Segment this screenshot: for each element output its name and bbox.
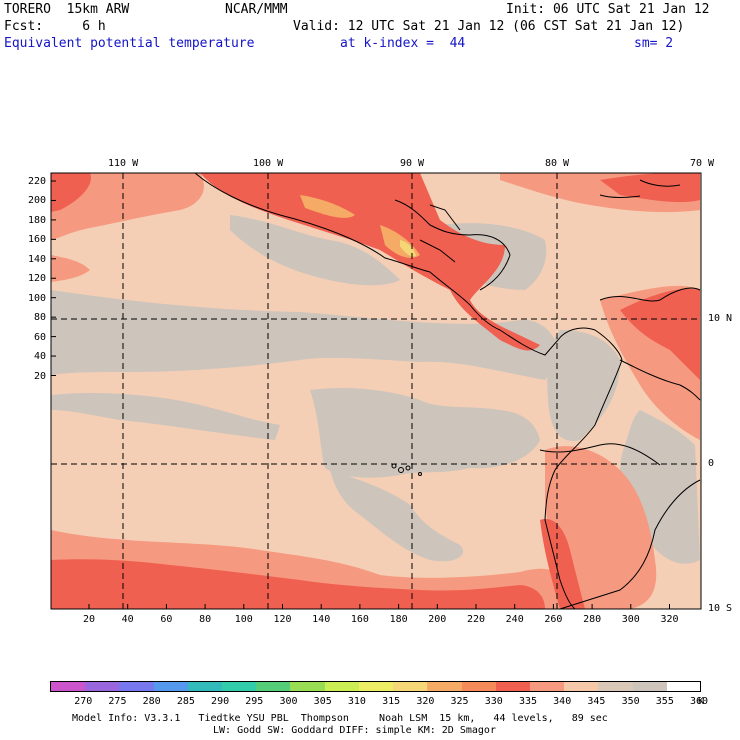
- colorbar-label: 275: [108, 696, 127, 707]
- y-tick-label: 40: [33, 351, 46, 363]
- y-tick-label: 20: [33, 370, 46, 382]
- colorbar-swatch: [564, 682, 599, 692]
- colorbar-swatch: [222, 682, 257, 692]
- latlon-grid: [51, 173, 701, 609]
- colorbar-swatch: [153, 682, 189, 692]
- colorbar-label: 335: [518, 696, 537, 707]
- y-tick-label: 60: [33, 331, 46, 343]
- y-tick-label: 120: [27, 273, 46, 285]
- map-frame: [50, 172, 702, 610]
- colorbar-label: 345: [587, 696, 606, 707]
- colorbar-swatch: [461, 682, 497, 692]
- y-tick-label: 160: [27, 234, 46, 246]
- lon-label-80w: 80 W: [545, 158, 570, 169]
- colorbar-swatch: [85, 682, 120, 692]
- colorbar-label: 355: [655, 696, 674, 707]
- colorbar-label: 360: [690, 696, 709, 707]
- lat-label-10n: 10 N: [708, 313, 733, 324]
- smoothing-info: sm= 2: [634, 36, 674, 51]
- model-title: TORERO 15km ARW: [4, 2, 130, 17]
- x-tick-label: 140: [312, 614, 331, 625]
- lon-label-110w: 110 W: [108, 158, 139, 169]
- valid-time: Valid: 12 UTC Sat 21 Jan 12 (06 CST Sat …: [293, 19, 685, 34]
- x-tick-label: 200: [428, 614, 447, 625]
- y-tick-label: 220: [27, 176, 46, 187]
- colorbar-label: 310: [347, 696, 366, 707]
- forecast-hour: Fcst: 6 h: [4, 19, 106, 34]
- lon-label-70w: 70 W: [690, 158, 715, 169]
- x-tick-label: 220: [466, 614, 486, 625]
- colorbar-label: 295: [245, 696, 264, 707]
- x-tick-label: 160: [350, 614, 369, 625]
- colorbar-label: 305: [313, 696, 332, 707]
- colorbar-swatch: [51, 682, 86, 692]
- x-tick-label: 80: [199, 614, 212, 625]
- colorbar-label: 300: [279, 696, 298, 707]
- colorbar-label: 340: [553, 696, 572, 707]
- colorbar-unit: K: [698, 696, 705, 707]
- colorbar-swatch: [495, 682, 531, 692]
- colorbar-label: 280: [142, 696, 161, 707]
- colorbar-label: 270: [74, 696, 93, 707]
- x-tick-label: 300: [621, 614, 640, 625]
- colorbar-swatch: [119, 682, 155, 692]
- colorbar-label: 325: [450, 696, 469, 707]
- init-time: Init: 06 UTC Sat 21 Jan 12: [506, 2, 710, 17]
- physics-info: LW: Godd SW: Goddard DIFF: simple KM: 2D…: [213, 725, 496, 736]
- x-tick-label: 60: [160, 614, 173, 625]
- colorbar-label: 290: [211, 696, 230, 707]
- x-tick-label: 100: [234, 614, 253, 625]
- x-tick-label: 320: [660, 614, 679, 625]
- colorbar-label: 320: [416, 696, 435, 707]
- coastlines: [194, 172, 701, 610]
- colorbar-label: 330: [484, 696, 503, 707]
- colorbar-swatch: [324, 682, 360, 692]
- colorbar-swatch: [632, 682, 668, 692]
- colorbar-swatch: [666, 682, 702, 692]
- map-field: [51, 173, 701, 609]
- x-tick-label: 120: [273, 614, 292, 625]
- y-tick-label: 80: [33, 312, 46, 324]
- x-tick-label: 260: [544, 614, 563, 625]
- colorbar-swatch: [187, 682, 223, 692]
- field-name: Equivalent potential temperature: [4, 36, 255, 51]
- x-tick-label: 280: [583, 614, 602, 625]
- galapagos-islands: [391, 463, 422, 476]
- lon-label-90w: 90 W: [400, 158, 425, 169]
- y-tick-label: 140: [27, 253, 46, 265]
- colorbar-label: 285: [176, 696, 195, 707]
- colorbar-swatch: [256, 682, 291, 692]
- y-tick-label: 180: [27, 214, 46, 226]
- y-tick-label: 200: [27, 195, 46, 207]
- colorbar-swatch: [358, 682, 394, 692]
- x-tick-marks: [88, 604, 670, 609]
- lat-label-10s: 10 S: [708, 603, 733, 614]
- lat-label-0: 0: [708, 458, 715, 469]
- colorbar-swatch: [598, 682, 634, 692]
- colorbar-label: 315: [382, 696, 401, 707]
- y-tick-marks: [51, 180, 56, 376]
- colorbar-swatch: [427, 682, 463, 692]
- x-tick-label: 180: [389, 614, 408, 625]
- center-label: NCAR/MMM: [225, 2, 288, 17]
- level-info: at k-index = 44: [340, 36, 466, 51]
- colorbar-swatch: [529, 682, 565, 692]
- y-tick-label: 100: [27, 292, 46, 304]
- lon-label-100w: 100 W: [253, 158, 284, 169]
- model-info: Model Info: V3.3.1 Tiedtke YSU PBL Thomp…: [72, 713, 608, 724]
- colorbar-label: 350: [621, 696, 640, 707]
- x-tick-label: 40: [121, 614, 134, 625]
- colorbar-swatch: [290, 682, 326, 692]
- x-tick-label: 240: [505, 614, 524, 625]
- colorbar-swatch: [393, 682, 428, 692]
- x-tick-label: 20: [82, 614, 96, 625]
